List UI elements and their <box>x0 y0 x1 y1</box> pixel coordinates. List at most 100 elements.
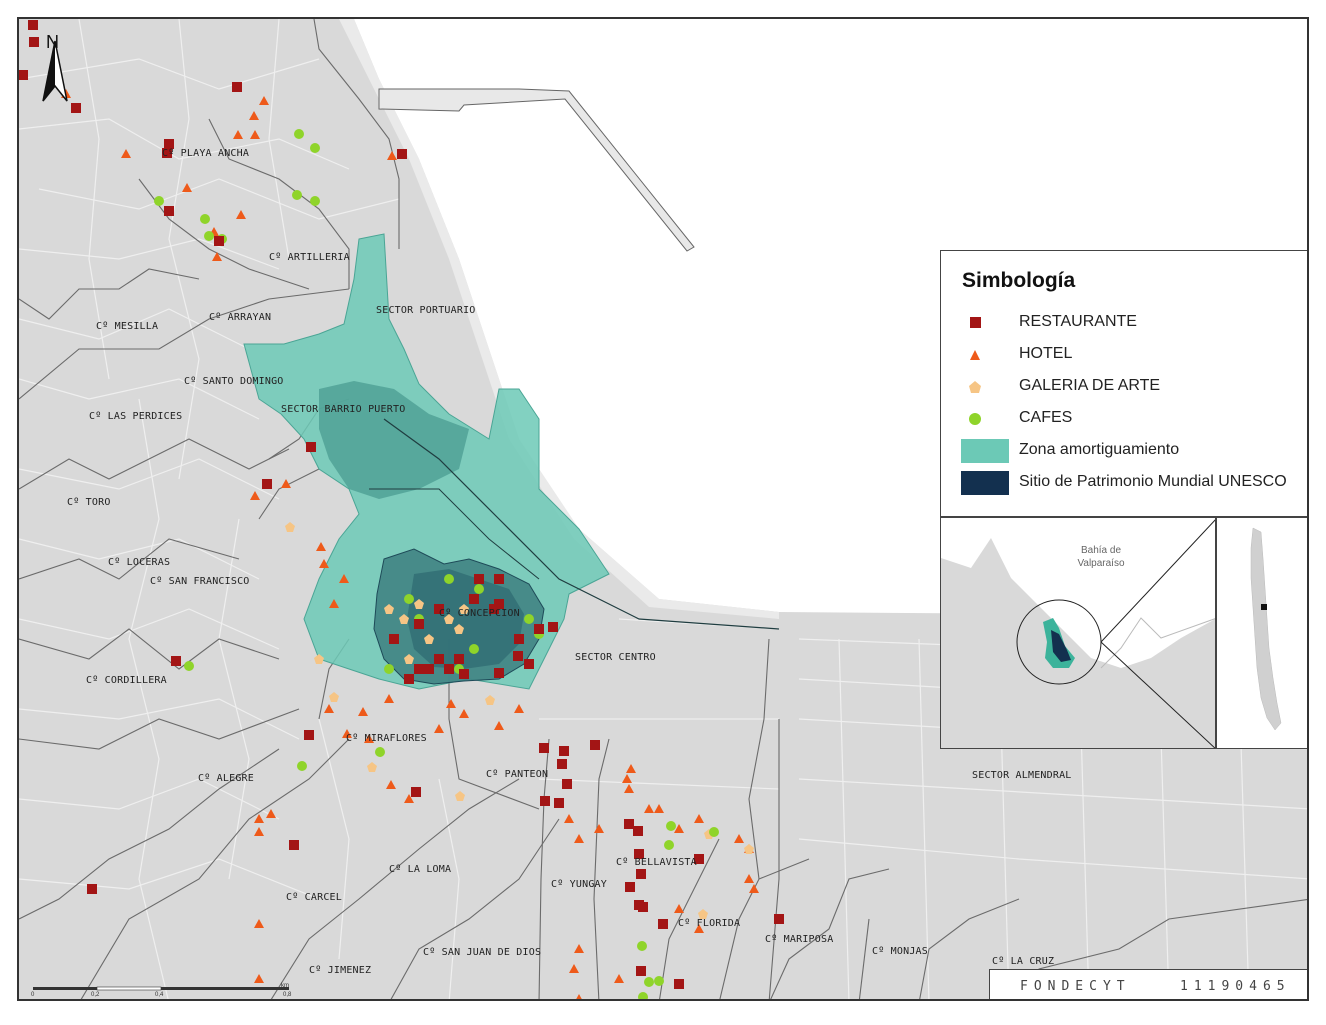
hotel-marker <box>576 994 582 999</box>
inset-map-chile <box>1216 517 1307 749</box>
cafe-marker <box>637 941 647 951</box>
label-cordillera: Cº CORDILLERA <box>86 675 167 686</box>
hotel-marker <box>266 809 276 818</box>
hotel-marker <box>259 96 269 105</box>
map-frame: Cº PLAYA ANCHA Cº ARTILLERIA Cº MESILLA … <box>17 17 1309 1001</box>
restaurant-marker <box>624 819 634 829</box>
cafe-marker <box>474 584 484 594</box>
restaurant-marker <box>214 236 224 246</box>
gallery-marker <box>285 522 295 532</box>
label-monjas: Cº MONJAS <box>872 946 928 957</box>
restaurant-marker <box>774 914 784 924</box>
label-florida: Cº FLORIDA <box>678 918 741 929</box>
restaurant-marker <box>548 622 558 632</box>
hotel-marker <box>121 149 131 158</box>
restaurant-marker <box>494 574 504 584</box>
label-miraflores: Cº MIRAFLORES <box>346 733 427 744</box>
restaurant-marker <box>557 759 567 769</box>
restaurant-marker <box>306 442 316 452</box>
gallery-marker <box>367 762 377 772</box>
base-map <box>19 19 1307 999</box>
restaurant-marker <box>164 206 174 216</box>
hotel-marker <box>654 804 664 813</box>
label-san-francisco: Cº SAN FRANCISCO <box>150 576 250 587</box>
label-panteon: Cº PANTEON <box>486 769 549 780</box>
restaurant-marker <box>434 604 444 614</box>
hotel-marker <box>574 944 584 953</box>
hotel-marker <box>644 804 654 813</box>
gallery-marker <box>455 791 465 801</box>
hotel-marker <box>749 884 759 893</box>
cafe-marker <box>666 821 676 831</box>
restaurant-marker <box>414 664 424 674</box>
cafe-marker <box>292 190 302 200</box>
gallery-marker <box>404 654 414 664</box>
bay-label-line2: Valparaíso <box>1077 558 1125 569</box>
unesco-core <box>407 569 524 669</box>
restaurant-marker <box>414 619 424 629</box>
hotel-marker <box>254 919 264 928</box>
hotel-marker <box>694 814 704 823</box>
scale-tick-3: 0,8 <box>283 992 292 998</box>
barrio-puerto-core <box>319 381 469 499</box>
hotel-marker <box>387 151 397 160</box>
gallery-marker <box>744 844 754 854</box>
legend-label: Sitio de Patrimonio Mundial UNESCO <box>1019 473 1287 490</box>
restaurant-marker <box>28 20 38 30</box>
hotel-marker <box>614 974 624 983</box>
label-yungay: Cº YUNGAY <box>551 879 607 890</box>
scale-tick-0: 0 <box>31 992 35 998</box>
cafe-marker <box>200 214 210 224</box>
label-santo-domingo: Cº SANTO DOMINGO <box>184 376 284 387</box>
hotel-marker <box>281 479 291 488</box>
label-almendral: SECTOR ALMENDRAL <box>972 770 1072 781</box>
cafe-marker <box>524 614 534 624</box>
chile-outline <box>1250 527 1282 731</box>
restaurant-marker <box>636 869 646 879</box>
hotel-marker <box>734 834 744 843</box>
legend-label: HOTEL <box>1019 345 1073 362</box>
cafe-marker <box>664 840 674 850</box>
hotel-marker <box>594 824 604 833</box>
hotel-marker <box>358 707 368 716</box>
hotel-marker <box>319 559 329 568</box>
restaurant-marker <box>424 664 434 674</box>
cafe-marker <box>709 827 719 837</box>
restaurant-marker <box>590 740 600 750</box>
hotel-marker <box>254 827 264 836</box>
legend-item-cafes: CAFES <box>941 407 1307 431</box>
restaurant-marker <box>633 826 643 836</box>
restaurant-square-icon <box>970 317 981 328</box>
label-toro: Cº TORO <box>67 497 111 508</box>
hotel-marker <box>694 924 704 933</box>
restaurant-marker <box>262 479 272 489</box>
restaurant-marker <box>540 796 550 806</box>
restaurant-marker <box>19 70 28 80</box>
restaurant-marker <box>694 854 704 864</box>
hotel-marker <box>329 599 339 608</box>
valparaiso-marker <box>1261 604 1267 610</box>
hotel-marker <box>324 704 334 713</box>
hotel-triangle-icon <box>970 350 980 360</box>
cafe-marker <box>469 644 479 654</box>
cafe-marker <box>638 992 648 999</box>
scale-tick-1: 0,2 <box>91 992 100 998</box>
hotel-marker <box>342 729 352 738</box>
label-sector-portuario: SECTOR PORTUARIO <box>376 305 476 316</box>
gallery-marker <box>399 614 409 624</box>
restaurant-marker <box>444 664 454 674</box>
restaurant-marker <box>534 624 544 634</box>
hotel-marker <box>254 814 264 823</box>
restaurant-marker <box>164 139 174 149</box>
legend-label: GALERIA DE ARTE <box>1019 377 1161 394</box>
unesco-site-swatch <box>961 471 1009 495</box>
gallery-marker <box>329 692 339 702</box>
restaurant-marker <box>289 840 299 850</box>
gallery-marker <box>314 654 324 664</box>
hotel-marker <box>622 774 632 783</box>
hotel-marker <box>574 834 584 843</box>
credit-box: FONDECYT 11190465 <box>989 969 1307 999</box>
label-mesilla: Cº MESILLA <box>96 321 159 332</box>
hotel-marker <box>316 542 326 551</box>
hotel-marker <box>384 694 394 703</box>
